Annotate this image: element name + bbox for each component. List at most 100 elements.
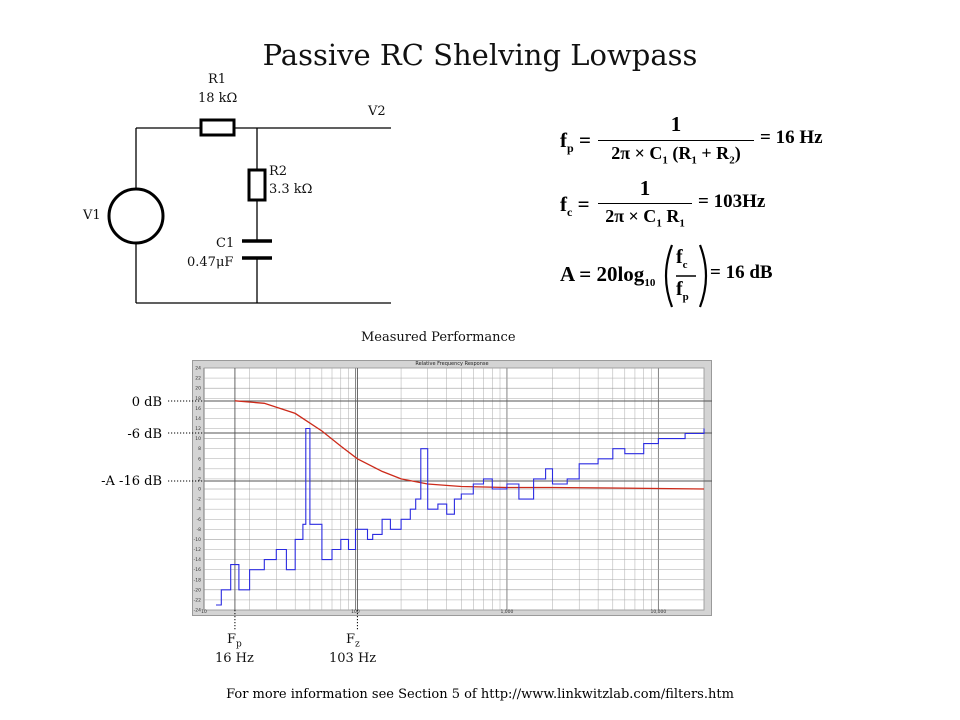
fp-den-a: 2π × C [611,143,663,163]
level-label-0db: 0 dB [131,395,162,410]
fp-den-d: ) [734,143,741,163]
slide-title: Passive RC Shelving Lowpass [262,38,698,72]
fp-den-c-sub: 2 [729,154,735,167]
fp-numerator: 1 [670,112,682,136]
fc-fraction-bar [598,203,692,204]
fc-numerator: 1 [639,176,651,200]
level-label-16db: -A -16 dB [101,474,162,489]
footer-note: For more information see Section 5 of ht… [226,687,734,702]
fc-den-a-sub: 1 [656,217,662,230]
y-tick-label: 8 [198,446,201,452]
series-layer [216,400,705,606]
y-tick-label: -20 [194,587,201,593]
a-den: f [676,278,683,300]
x-tick-label: 1,000 [500,609,513,615]
resistor-r1 [199,118,236,137]
fz-marker-main: F [346,632,356,647]
fz-marker-label: Fz [346,632,360,650]
y-tick-label: -16 [194,567,201,573]
fp-lhs: fp = [560,128,591,156]
fp-marker-label: Fp [227,632,242,650]
a-lhs: A = 20log10 [560,262,655,289]
fp-den-c: + R [696,143,730,163]
y-tick-label: 0 [198,487,201,493]
y-tick-label: -18 [194,577,201,583]
y-tick-label: -22 [194,597,201,603]
fp-den-b-sub: 1 [691,154,697,167]
a-parentheses [664,244,708,308]
fc-den-b: R [661,206,680,226]
y-tick-label: 6 [198,456,201,462]
measured-performance-label: Measured Performance [361,330,516,345]
y-tick-label: -24 [194,608,201,614]
fc-lhs-sub: c [567,205,573,220]
y-tick-label: -12 [194,547,201,553]
y-tick-label: -8 [197,527,202,533]
x-tick-label: 100 [351,609,360,615]
fc-equals: = [572,192,590,216]
fp-denominator: 2π × C1 (R1 + R2) [598,143,754,167]
y-tick-label: 2 [198,476,201,482]
fc-den-b-sub: 1 [679,217,685,230]
a-den-sub: p [682,291,689,303]
y-tick-label: 18 [195,396,201,402]
y-tick-label: -4 [197,507,202,513]
a-num: f [676,246,683,268]
y-tick-label: 22 [195,376,201,382]
x-tick-label: 10 [201,609,207,615]
fp-result: = 16 Hz [760,127,823,148]
r1-value: 18 kΩ [198,91,238,106]
reference-lines [168,368,712,630]
circuit-schematic [107,118,391,304]
a-result: = 16 dB [710,262,773,283]
voltage-source-v1 [107,187,165,245]
r2-value: 3.3 kΩ [269,182,313,197]
y-tick-label: -14 [194,557,201,563]
a-lhs-sub: 10 [644,277,656,290]
a-denominator: fp [676,278,689,303]
fc-denominator: 2π × C1 R1 [598,206,692,230]
y-tick-label: 10 [195,436,201,442]
y-tick-label: 12 [195,426,201,432]
r1-name: R1 [208,72,227,87]
y-tick-label: 16 [195,406,201,412]
y-tick-label: 4 [198,466,201,472]
a-right-paren [698,244,708,308]
fp-marker-freq: 16 Hz [215,651,254,666]
y-tick-label: 20 [195,386,201,392]
y-tick-label: 24 [195,366,201,372]
series-line-red [234,400,705,490]
fc-lhs: fc = [560,192,590,220]
fz-marker-freq: 103 Hz [329,651,377,666]
fp-den-b: (R [667,143,692,163]
y-tick-label: 14 [195,416,201,422]
a-lhs-main: A = 20log [560,262,645,286]
resistor-r2 [247,168,267,202]
v2-label: V2 [368,104,386,119]
fp-fraction-bar [598,140,754,141]
fc-den-a: 2π × C [605,206,657,226]
fz-marker-sub: z [355,639,360,650]
v1-label: V1 [83,208,101,223]
r2-name: R2 [269,164,288,179]
fc-result: = 103Hz [698,191,766,212]
a-numerator: fc [676,246,688,271]
y-tick-label: -10 [194,537,201,543]
fp-marker-main: F [227,632,237,647]
x-tick-labels: 10 100 1,000 10,000 [201,609,666,615]
y-tick-label: -2 [197,497,202,503]
fp-den-a-sub: 1 [662,154,668,167]
a-num-sub: c [682,259,688,271]
fp-lhs-main: f [560,128,567,152]
y-tick-label: -6 [197,517,202,523]
grid-layer [203,367,705,611]
x-tick-label: 10,000 [651,609,667,615]
plot-title: Relative Frequency Response [415,361,489,367]
a-left-paren [664,244,674,308]
fp-equals: = [573,128,591,152]
fp-lhs-sub: p [567,141,574,156]
fp-marker-sub: p [236,639,242,650]
c1-value: 0.47μF [187,255,234,270]
y-tick-labels: 242220181614121086420-2-4-6-8-10-12-14-1… [194,366,201,614]
